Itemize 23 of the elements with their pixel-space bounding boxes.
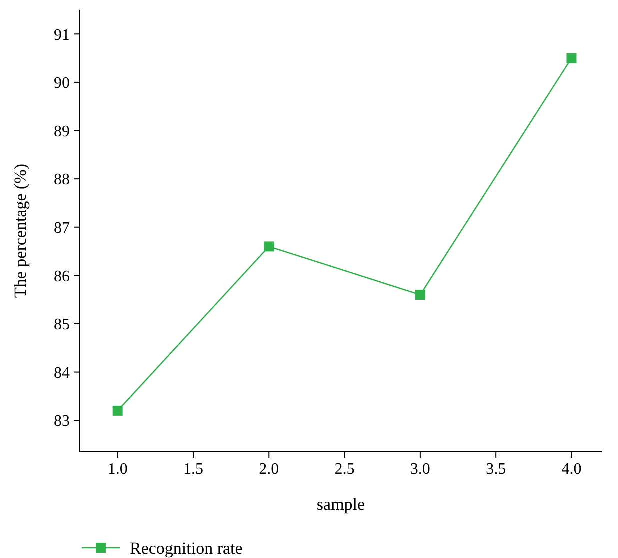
x-tick-label: 2.0 — [259, 461, 280, 478]
x-tick-label: 1.5 — [183, 461, 204, 478]
point — [112, 406, 123, 416]
x-tick-label: 2.5 — [334, 461, 355, 478]
x-tick-label: 4.0 — [562, 461, 582, 478]
y-tick-label: 89 — [54, 123, 70, 140]
y-tick-label: 90 — [54, 75, 70, 92]
y-tick-label: 91 — [54, 26, 70, 44]
y-tick-label: 84 — [54, 364, 70, 382]
y-tick-label: 85 — [54, 316, 70, 334]
x-tick-label: 3.5 — [486, 461, 506, 478]
legend-label: Recognition rate — [130, 538, 243, 558]
x-tick-label: 1.0 — [108, 461, 128, 478]
point — [415, 290, 426, 300]
point — [566, 53, 577, 64]
x-axis-title: sample — [316, 495, 366, 514]
x-tick-label: 3.0 — [410, 461, 430, 478]
y-tick-label: 88 — [54, 172, 70, 189]
y-axis-title: The percentage (%) — [11, 164, 30, 298]
y-tick-label: 86 — [54, 268, 70, 286]
y-tick-label: 83 — [54, 413, 70, 430]
point — [264, 242, 274, 252]
y-tick-label: 87 — [54, 220, 70, 237]
